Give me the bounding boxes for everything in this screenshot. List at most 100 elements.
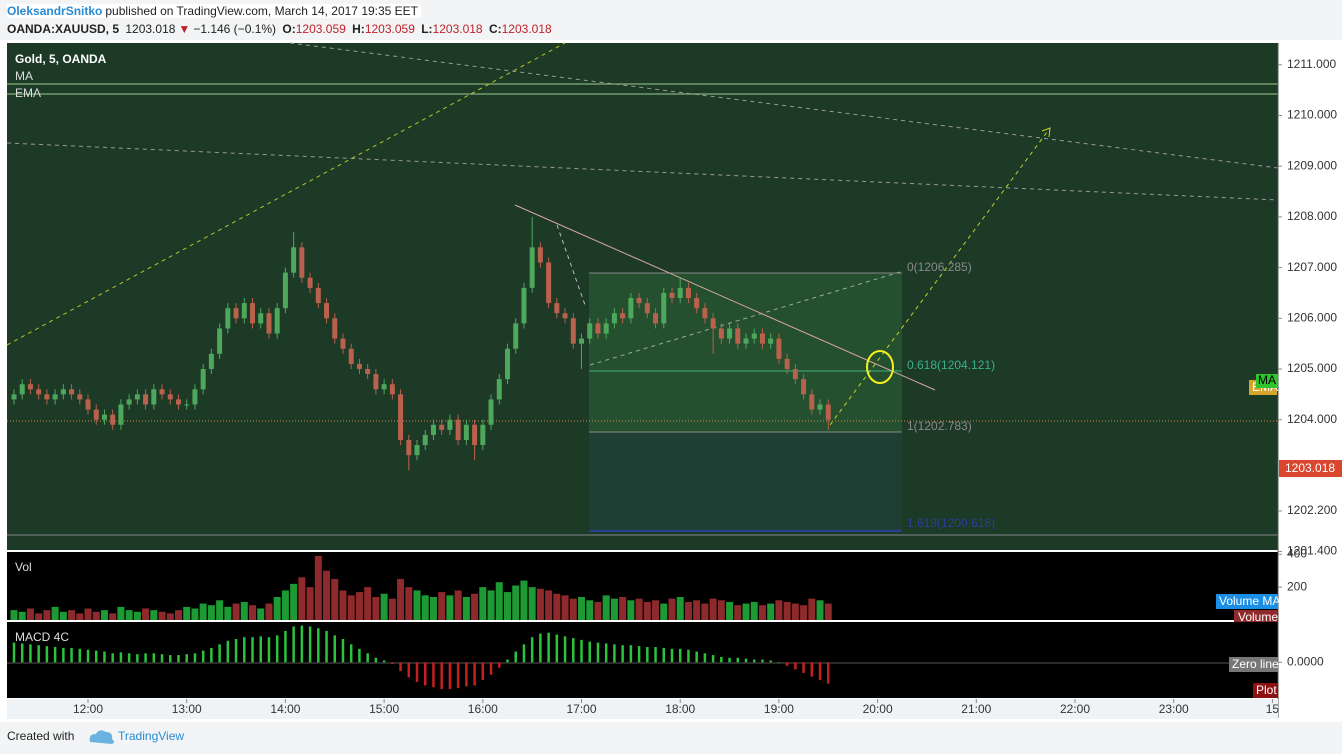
macd-bar xyxy=(555,634,559,663)
candle-body xyxy=(126,399,132,405)
candle-body xyxy=(422,434,428,446)
macd-bar xyxy=(358,648,361,663)
candle-body xyxy=(628,298,634,319)
volume-bar xyxy=(273,597,281,620)
projection xyxy=(829,127,1051,426)
macd-bar xyxy=(637,646,641,663)
volume-bar xyxy=(536,588,544,620)
volume-bar xyxy=(709,598,717,620)
macd-bar xyxy=(341,638,345,663)
h-value: 1203.059 xyxy=(364,22,415,36)
candle-body xyxy=(743,338,749,344)
macd-bar xyxy=(818,662,822,681)
highlight xyxy=(866,350,894,384)
candle-body xyxy=(759,333,765,344)
candle-body xyxy=(36,389,42,395)
candle-body xyxy=(463,424,469,440)
o-value: 1203.059 xyxy=(295,22,346,36)
fib-label: 0.618(1204.121) xyxy=(907,358,995,372)
y-tick-label: 1210.000 xyxy=(1287,108,1337,122)
volume-bar xyxy=(701,603,709,620)
volume-bar xyxy=(561,595,569,620)
candle-body xyxy=(430,424,436,435)
time-axis xyxy=(7,699,1278,719)
volume-bar xyxy=(142,608,150,620)
macd-bar xyxy=(646,647,649,663)
volume-bar xyxy=(627,600,635,620)
macd-bar xyxy=(152,653,156,663)
candle-body xyxy=(554,303,560,314)
macd-bar xyxy=(711,655,715,663)
volume-bar xyxy=(133,611,141,620)
author[interactable]: OleksandrSnitko xyxy=(7,4,103,18)
candle-body xyxy=(504,348,510,380)
macd-bar xyxy=(284,630,287,663)
macd-bar xyxy=(662,647,666,663)
volume-bar xyxy=(586,600,594,620)
badge xyxy=(1234,610,1278,622)
volume-bar xyxy=(429,597,437,620)
logo xyxy=(89,730,114,744)
macd-bar xyxy=(382,660,386,663)
macd-bar xyxy=(201,650,205,663)
candle-body xyxy=(282,272,288,309)
macd-bar xyxy=(103,651,106,663)
volume-bar xyxy=(594,601,602,620)
candle-body xyxy=(299,247,305,278)
volume-bar xyxy=(808,598,816,620)
volume-bar xyxy=(758,605,766,620)
volume-bar xyxy=(791,603,799,620)
candle-body xyxy=(718,328,724,339)
volume-bar xyxy=(174,610,182,620)
candle-body xyxy=(694,298,700,309)
candle-body xyxy=(521,287,527,324)
volume-bar xyxy=(742,603,750,620)
macd-bar xyxy=(193,653,197,663)
c-value: 1203.018 xyxy=(501,22,552,36)
arrow: ▼ xyxy=(178,22,191,36)
candle-body xyxy=(373,374,379,390)
macd-bar xyxy=(12,642,16,663)
macd-bar xyxy=(423,662,427,686)
macd-bar xyxy=(218,644,221,663)
volume-bar xyxy=(207,605,215,620)
x-tick-label: 19:00 xyxy=(764,702,794,716)
volume-bar xyxy=(783,601,791,620)
macd-bar xyxy=(325,630,328,663)
badge-text: Volume xyxy=(1238,610,1278,624)
macd-bar xyxy=(604,643,608,663)
macd-bar xyxy=(728,657,731,663)
macd-bar xyxy=(736,657,740,663)
candle-body xyxy=(200,369,206,390)
candle-body xyxy=(398,394,404,440)
candle-body xyxy=(472,424,478,446)
volume-bar xyxy=(512,585,520,620)
macd-bar xyxy=(243,637,246,663)
volume-bar xyxy=(117,606,125,620)
macd-bar xyxy=(111,653,114,663)
macd-bar xyxy=(629,645,633,663)
macd-bar xyxy=(539,633,542,663)
candle-body xyxy=(768,338,774,344)
macd-bar xyxy=(440,662,443,690)
footer-brand[interactable]: TradingView xyxy=(118,729,184,743)
candle-body xyxy=(19,384,25,395)
candle-body xyxy=(611,313,617,324)
pane-title: Vol xyxy=(15,560,32,574)
macd-bar xyxy=(654,647,657,663)
macd-bar xyxy=(670,648,674,663)
volume-bar xyxy=(413,590,421,620)
pane-title: Gold, 5, OANDA xyxy=(15,52,107,66)
volume-bar xyxy=(652,600,660,620)
candle-body xyxy=(727,328,733,339)
volume-bar xyxy=(51,606,59,620)
candle-body xyxy=(258,313,264,324)
volume-bar xyxy=(479,587,487,620)
badge-text: Plot xyxy=(1256,683,1277,697)
volume-bar xyxy=(380,593,388,620)
volume-bar xyxy=(18,611,26,620)
candle-body xyxy=(340,338,346,349)
volume-bar xyxy=(388,598,396,620)
candle-body xyxy=(134,394,140,400)
volume-bar xyxy=(578,597,586,620)
